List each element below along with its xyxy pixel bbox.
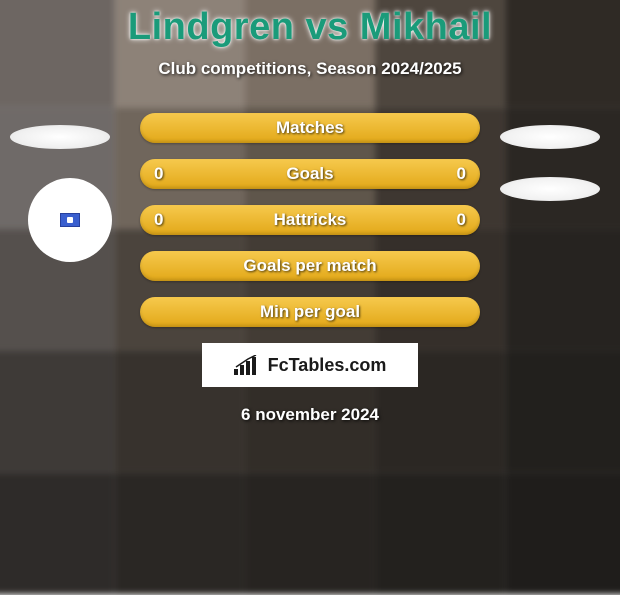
player-left-placeholder-oval <box>10 125 110 149</box>
stat-row: 0Goals0 <box>140 159 480 189</box>
stat-label: Min per goal <box>174 302 446 322</box>
stat-value-left: 0 <box>154 164 174 184</box>
brand-bars-icon <box>234 355 262 375</box>
stat-label: Matches <box>174 118 446 138</box>
player-right-placeholder-oval-1 <box>500 125 600 149</box>
stat-label: Goals per match <box>174 256 446 276</box>
date-text: 6 november 2024 <box>0 405 620 425</box>
stat-row: Goals per match <box>140 251 480 281</box>
stat-row: 0Hattricks0 <box>140 205 480 235</box>
page-subtitle: Club competitions, Season 2024/2025 <box>0 59 620 79</box>
placeholder-icon <box>60 213 80 227</box>
stat-value-right: 0 <box>446 210 466 230</box>
brand-text: FcTables.com <box>268 355 387 376</box>
stat-row: Matches <box>140 113 480 143</box>
stat-value-left: 0 <box>154 210 174 230</box>
player-left-avatar <box>28 178 112 262</box>
stat-row: Min per goal <box>140 297 480 327</box>
stat-label: Hattricks <box>174 210 446 230</box>
brand-box[interactable]: FcTables.com <box>202 343 418 387</box>
page-title: Lindgren vs Mikhail <box>0 0 620 49</box>
stat-label: Goals <box>174 164 446 184</box>
player-right-placeholder-oval-2 <box>500 177 600 201</box>
stat-value-right: 0 <box>446 164 466 184</box>
content-root: Lindgren vs Mikhail Club competitions, S… <box>0 0 620 580</box>
